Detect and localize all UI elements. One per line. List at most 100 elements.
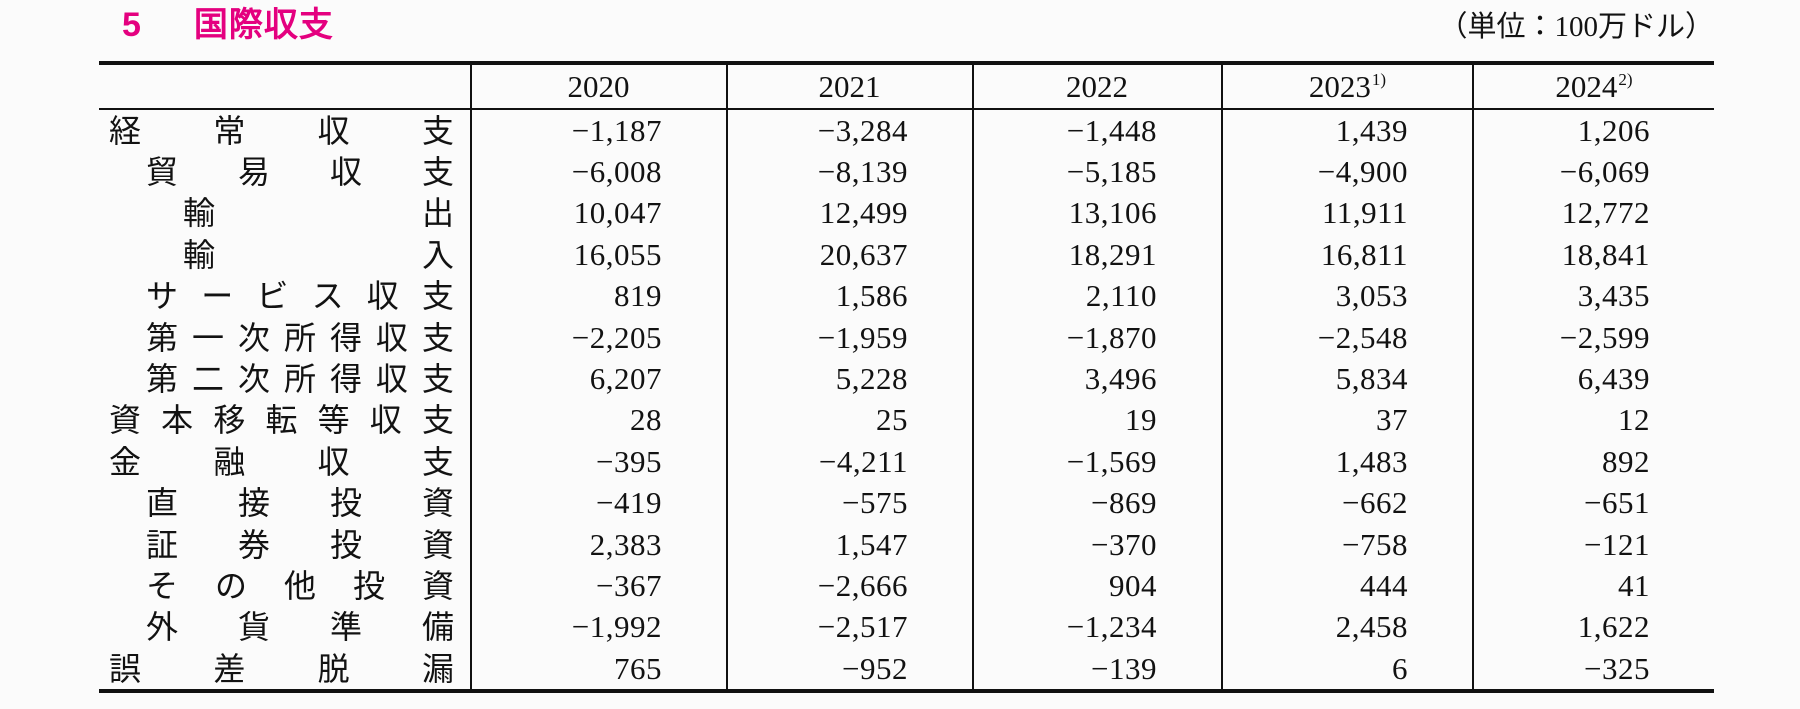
value-cell: −121 bbox=[1472, 523, 1714, 566]
footnote-marker: 1) bbox=[1371, 70, 1387, 90]
column-header-2023: 20231) bbox=[1221, 63, 1473, 110]
value-cell: 20,637 bbox=[726, 234, 973, 276]
footnote-marker: 2) bbox=[1618, 70, 1633, 90]
value-cell: −6,008 bbox=[470, 151, 727, 193]
value-cell: −651 bbox=[1472, 482, 1714, 524]
value-cell: −5,185 bbox=[972, 151, 1222, 193]
value-cell: 5,228 bbox=[726, 358, 973, 400]
value-cell: −1,448 bbox=[972, 109, 1222, 152]
table-row: 金融収支 −395 −4,211 −1,569 1,483 892 bbox=[99, 441, 1714, 483]
row-label: 直接投資 bbox=[146, 485, 454, 522]
value-cell: 41 bbox=[1472, 565, 1714, 607]
column-header-2021: 2021 bbox=[726, 63, 973, 110]
row-label: 金融収支 bbox=[109, 443, 454, 480]
table-row: 第二次所得収支 6,207 5,228 3,496 5,834 6,439 bbox=[99, 358, 1714, 400]
value-cell: −325 bbox=[1472, 648, 1714, 692]
value-cell: 892 bbox=[1472, 441, 1714, 483]
value-cell: −419 bbox=[470, 482, 727, 524]
table-row: 直接投資 −419 −575 −869 −662 −651 bbox=[99, 482, 1714, 524]
row-label: 輸入 bbox=[183, 236, 454, 273]
column-header-2020: 2020 bbox=[470, 63, 727, 110]
section-number: 5 bbox=[122, 6, 142, 44]
value-cell: −4,211 bbox=[726, 441, 973, 483]
header-row: 2020 2021 2022 20231) 20242) bbox=[99, 63, 1714, 110]
row-label: 資本移転等収支 bbox=[109, 402, 454, 439]
page-title: 国際収支 bbox=[193, 6, 334, 44]
value-cell: 12 bbox=[1472, 399, 1714, 442]
value-cell: −6,069 bbox=[1472, 151, 1714, 193]
value-cell: −952 bbox=[726, 648, 973, 692]
value-cell: −4,900 bbox=[1221, 151, 1473, 193]
value-cell: 2,383 bbox=[470, 523, 727, 566]
value-cell: −662 bbox=[1221, 482, 1473, 524]
value-cell: 3,496 bbox=[972, 358, 1222, 400]
column-header-2024: 20242) bbox=[1472, 63, 1714, 110]
value-cell: −575 bbox=[726, 482, 973, 524]
value-cell: −1,569 bbox=[972, 441, 1222, 483]
value-cell: 1,547 bbox=[726, 523, 973, 566]
value-cell: 6,207 bbox=[470, 358, 727, 400]
value-cell: 12,772 bbox=[1472, 192, 1714, 235]
value-cell: −2,548 bbox=[1221, 316, 1473, 359]
value-cell: 18,841 bbox=[1472, 234, 1714, 276]
value-cell: −1,234 bbox=[972, 606, 1222, 649]
value-cell: 37 bbox=[1221, 399, 1473, 442]
value-cell: 13,106 bbox=[972, 192, 1222, 235]
value-cell: 11,911 bbox=[1221, 192, 1473, 235]
row-label: 誤差脱漏 bbox=[109, 650, 454, 687]
value-cell: 1,483 bbox=[1221, 441, 1473, 483]
balance-of-payments-table: 2020 2021 2022 20231) 20242) 経常収支 −1,187−… bbox=[99, 61, 1714, 694]
value-cell: 444 bbox=[1221, 565, 1473, 607]
value-cell: 6 bbox=[1221, 648, 1473, 692]
table-row: サービス収支 819 1,586 2,110 3,053 3,435 bbox=[99, 275, 1714, 317]
value-cell: 19 bbox=[972, 399, 1222, 442]
column-header-2022: 2022 bbox=[972, 63, 1222, 110]
table-row: その他投資 −367 −2,666 904 444 41 bbox=[99, 565, 1714, 607]
value-cell: −2,517 bbox=[726, 606, 973, 649]
value-cell: 12,499 bbox=[726, 192, 973, 235]
value-cell: 6,439 bbox=[1472, 358, 1714, 400]
year-label: 2020 bbox=[567, 68, 630, 104]
row-label: 貿易収支 bbox=[146, 154, 454, 191]
table-row: 資本移転等収支 28 25 19 37 12 bbox=[99, 399, 1714, 442]
value-cell: −1,187 bbox=[470, 109, 727, 152]
value-cell: 1,622 bbox=[1472, 606, 1714, 649]
row-label: 経常収支 bbox=[109, 112, 454, 149]
year-label: 2021 bbox=[818, 68, 881, 104]
row-label: 輸出 bbox=[183, 195, 454, 232]
value-cell: −370 bbox=[972, 523, 1222, 566]
table-row: 貿易収支 −6,008 −8,139 −5,185 −4,900 −6,069 bbox=[99, 151, 1714, 193]
value-cell: 819 bbox=[470, 275, 727, 317]
value-cell: 904 bbox=[972, 565, 1222, 607]
value-cell: 25 bbox=[726, 399, 973, 442]
table-row: 外貨準備 −1,992 −2,517 −1,234 2,458 1,622 bbox=[99, 606, 1714, 649]
row-label: 第一次所得収支 bbox=[146, 319, 454, 356]
table-row: 第一次所得収支 −2,205 −1,959 −1,870 −2,548 −2,599 bbox=[99, 316, 1714, 359]
value-cell: −1,992 bbox=[470, 606, 727, 649]
corner-header bbox=[99, 63, 471, 110]
value-cell: −1,959 bbox=[726, 316, 973, 359]
row-label: その他投資 bbox=[146, 567, 454, 604]
value-cell: −2,599 bbox=[1472, 316, 1714, 359]
value-cell: 2,110 bbox=[972, 275, 1222, 317]
value-cell: 28 bbox=[470, 399, 727, 442]
table-row: 経常収支 −1,187 −3,284 −1,448 1,439 1,206 bbox=[99, 109, 1714, 152]
value-cell: −869 bbox=[972, 482, 1222, 524]
value-cell: 10,047 bbox=[470, 192, 727, 235]
value-cell: 765 bbox=[470, 648, 727, 692]
value-cell: 16,811 bbox=[1221, 234, 1473, 276]
value-cell: −758 bbox=[1221, 523, 1473, 566]
year-label: 2023 bbox=[1308, 68, 1371, 104]
value-cell: 2,458 bbox=[1221, 606, 1473, 649]
value-cell: 1,206 bbox=[1472, 109, 1714, 152]
value-cell: −367 bbox=[470, 565, 727, 607]
table-row: 輸出 10,047 12,499 13,106 11,911 12,772 bbox=[99, 192, 1714, 235]
table-row: 輸入 16,055 20,637 18,291 16,811 18,841 bbox=[99, 234, 1714, 276]
row-label: 外貨準備 bbox=[146, 609, 454, 646]
table-header: 2020 2021 2022 20231) 20242) bbox=[99, 63, 1714, 110]
value-cell: 5,834 bbox=[1221, 358, 1473, 400]
value-cell: −3,284 bbox=[726, 109, 973, 152]
value-cell: −2,666 bbox=[726, 565, 973, 607]
value-cell: 1,439 bbox=[1221, 109, 1473, 152]
value-cell: −395 bbox=[470, 441, 727, 483]
